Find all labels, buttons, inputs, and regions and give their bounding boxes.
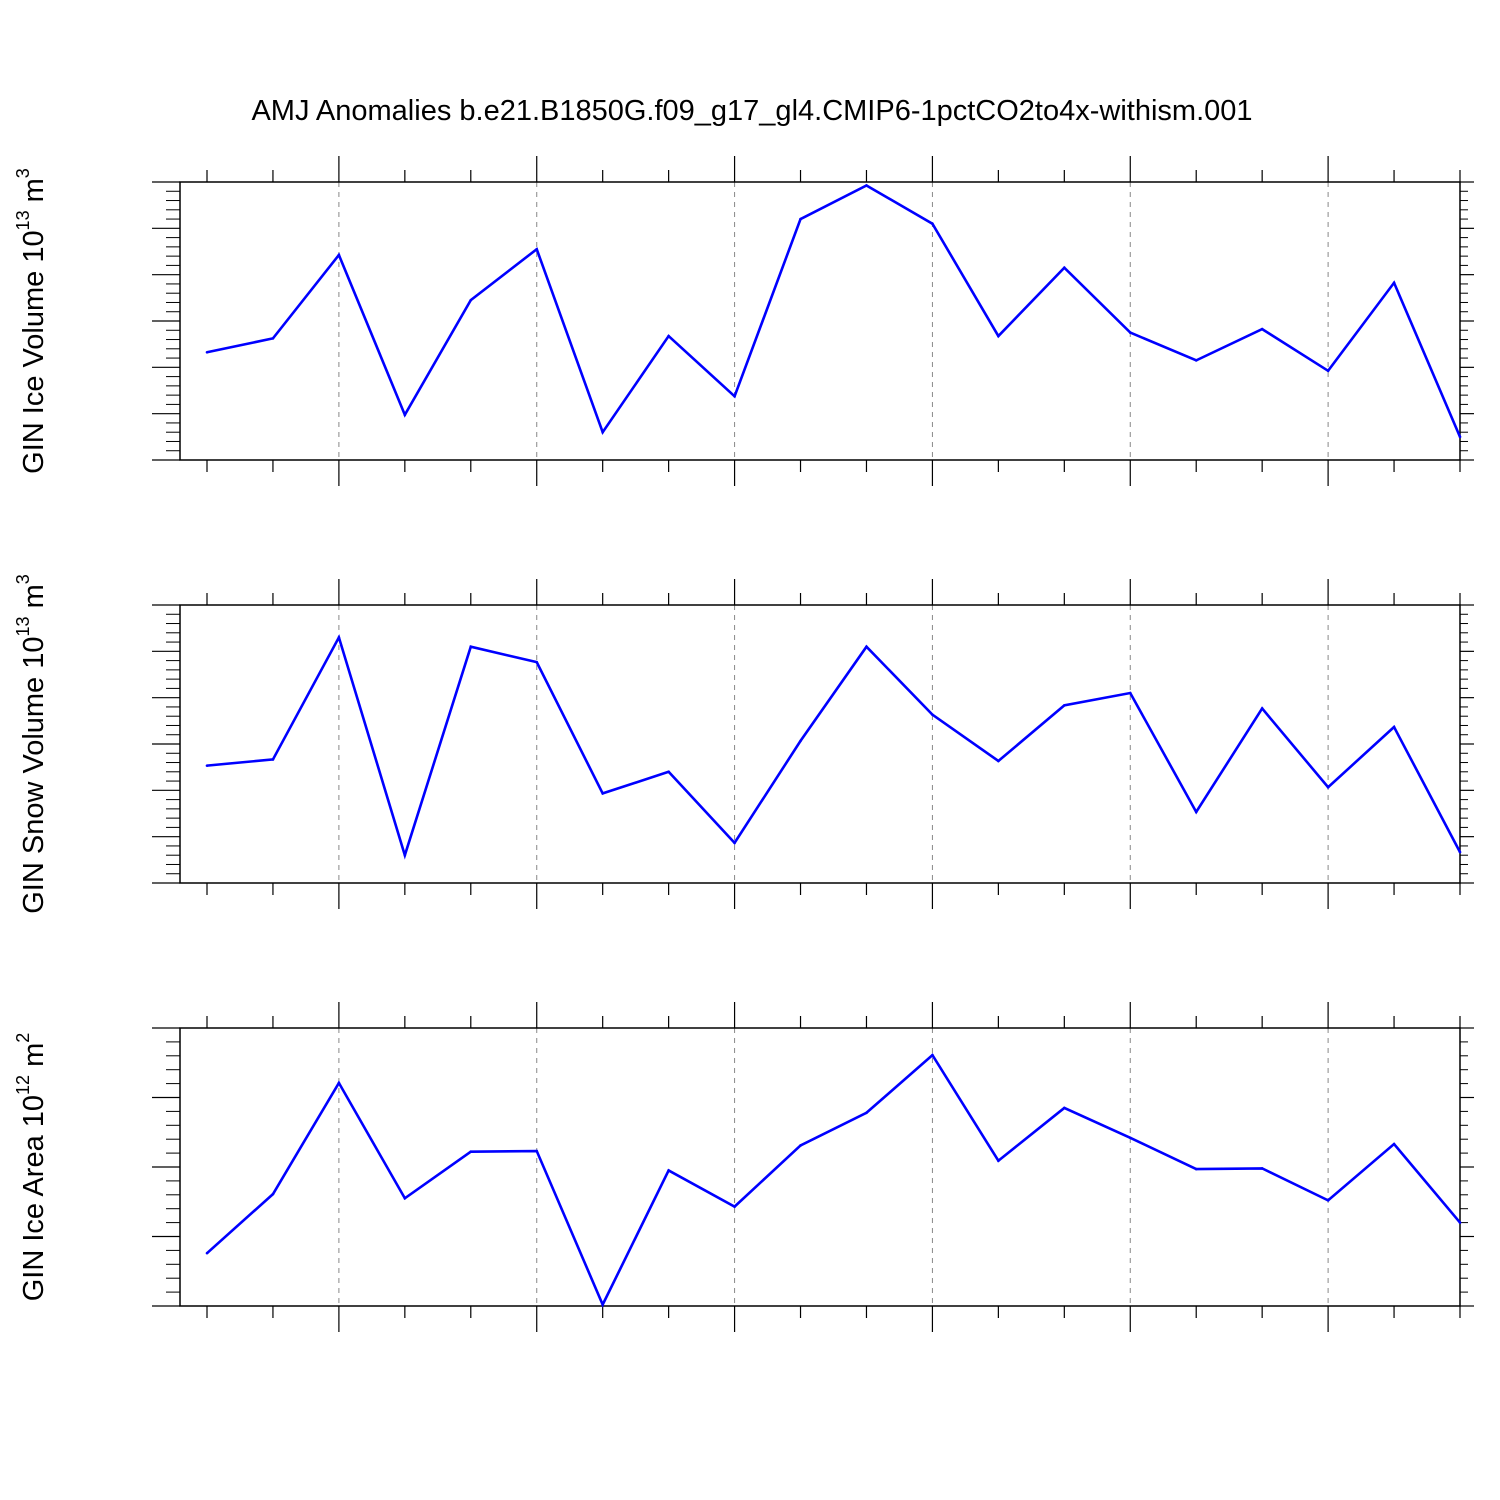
data-point — [1063, 1106, 1066, 1110]
data-point — [931, 713, 934, 716]
data-point — [1392, 725, 1396, 729]
data-point — [997, 1159, 1000, 1163]
data-point — [403, 853, 407, 857]
data-point — [667, 334, 670, 338]
chart-panel-1: GIN Ice Volume 1013 m3 — [13, 156, 1474, 486]
data-point — [271, 1192, 275, 1196]
y-axis-label-text: GIN Snow Volume 10 — [18, 637, 50, 914]
data-point — [535, 1149, 539, 1153]
data-point — [601, 792, 604, 795]
y-axis-label-text: GIN Ice Area 10 — [18, 1095, 50, 1301]
data-point — [667, 1169, 670, 1172]
y-axis-label-unit: m — [18, 584, 50, 616]
data-point — [403, 413, 407, 417]
y-axis-label-exponent: 13 — [13, 210, 33, 230]
data-point — [601, 1303, 604, 1306]
data-point — [469, 1150, 473, 1154]
y-axis-label-unit: m — [18, 1043, 50, 1075]
data-point — [1458, 435, 1462, 439]
y-axis-label-exponent: 13 — [13, 616, 33, 636]
chart-panel-3: GIN Ice Area 1012 m2 — [13, 1002, 1474, 1332]
data-point — [667, 770, 670, 774]
plot-frame — [179, 1027, 1461, 1307]
data-point — [1063, 704, 1066, 707]
data-point — [337, 1081, 341, 1085]
data-point — [205, 764, 209, 767]
data-point — [1260, 707, 1264, 710]
y-axis-label: GIN Snow Volume 1013 m3 — [13, 574, 50, 914]
y-axis-label-unit-exponent: 3 — [13, 574, 33, 584]
data-point — [1260, 1167, 1264, 1170]
data-point — [1194, 810, 1198, 814]
data-point — [205, 350, 209, 354]
data-point — [733, 841, 736, 845]
data-point — [865, 1111, 868, 1115]
y-axis-label-text: GIN Ice Volume 10 — [18, 230, 50, 473]
data-point — [865, 645, 868, 648]
data-point — [1128, 691, 1132, 695]
data-point — [403, 1196, 407, 1200]
plot-frame — [179, 181, 1461, 461]
data-point — [1392, 1142, 1396, 1146]
data-point — [799, 739, 802, 743]
chart-panel-2: GIN Snow Volume 1013 m3 — [13, 574, 1474, 914]
data-point — [1458, 850, 1462, 854]
data-point — [1326, 785, 1330, 789]
data-point — [337, 636, 341, 639]
data-point — [1128, 331, 1132, 334]
data-point — [997, 334, 1000, 338]
data-point — [1194, 359, 1198, 362]
data-point — [1128, 1136, 1132, 1140]
data-point — [205, 1251, 209, 1255]
data-point — [799, 217, 802, 221]
y-axis-label-unit-exponent: 2 — [13, 1033, 33, 1043]
data-point — [1063, 266, 1066, 270]
data-point — [271, 337, 275, 340]
data-point — [535, 247, 539, 251]
data-point — [271, 758, 275, 761]
data-point — [733, 394, 736, 398]
data-point — [1392, 281, 1396, 285]
figure-title: AMJ Anomalies b.e21.B1850G.f09_g17_gl4.C… — [251, 95, 1252, 127]
series-line — [206, 1053, 1461, 1308]
data-point — [931, 1053, 934, 1057]
series-line — [206, 183, 1462, 438]
data-point — [1326, 1199, 1330, 1202]
data-point — [997, 759, 1000, 763]
y-axis-label-exponent: 12 — [13, 1075, 33, 1095]
data-point — [601, 430, 604, 434]
data-point — [469, 298, 473, 302]
data-point — [931, 222, 934, 225]
data-point — [1326, 369, 1330, 373]
data-point — [1194, 1167, 1198, 1171]
y-axis-label-unit-exponent: 3 — [13, 168, 33, 178]
data-point — [865, 184, 868, 187]
data-point — [469, 645, 473, 648]
data-point — [799, 1144, 802, 1147]
data-point — [337, 253, 341, 257]
series-line — [206, 634, 1462, 860]
y-axis-label: GIN Ice Area 1012 m2 — [13, 1033, 50, 1302]
y-axis-label: GIN Ice Volume 1013 m3 — [13, 168, 50, 474]
y-axis-label-unit: m — [18, 178, 50, 210]
data-point — [733, 1205, 736, 1208]
data-point — [535, 660, 539, 664]
data-point — [1260, 327, 1264, 331]
data-point — [1458, 1221, 1462, 1224]
